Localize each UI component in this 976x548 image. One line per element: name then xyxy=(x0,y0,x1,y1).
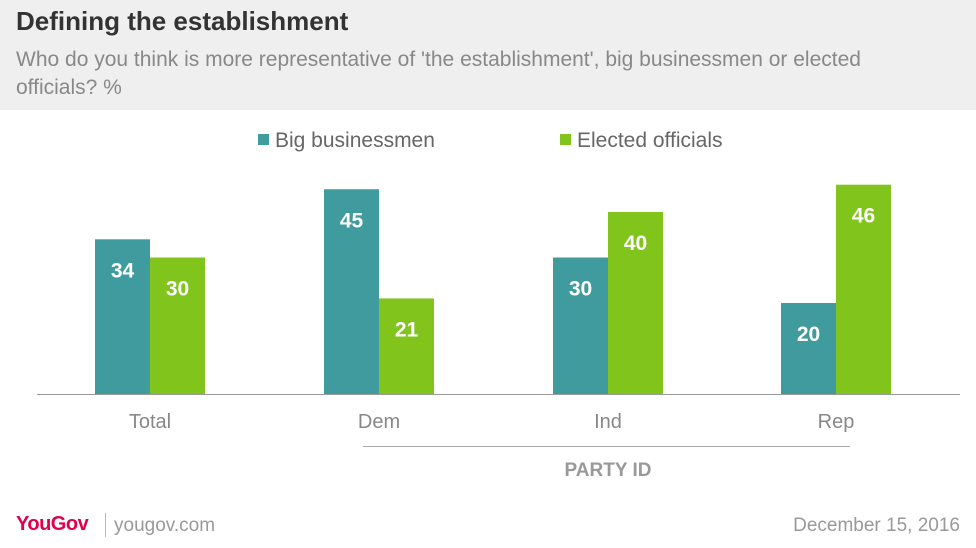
legend-label-1: Big businessmen xyxy=(275,129,435,152)
value-label-total-series-2: 30 xyxy=(166,278,189,301)
value-label-rep-series-1: 20 xyxy=(797,323,820,346)
group-label: PARTY ID xyxy=(565,460,652,481)
chart-header: Defining the establishment Who do you th… xyxy=(0,0,976,110)
bar-rep-series-2 xyxy=(836,184,891,394)
bar-dem-series-1 xyxy=(324,189,379,394)
value-label-dem-series-1: 45 xyxy=(340,209,364,232)
bar-rep-series-1 xyxy=(781,303,836,394)
value-label-dem-series-2: 21 xyxy=(395,318,419,341)
footer-divider xyxy=(105,513,106,537)
footer-date: December 15, 2016 xyxy=(793,515,960,536)
chart-title: Defining the establishment xyxy=(16,6,349,36)
category-label-dem: Dem xyxy=(358,411,400,433)
bar-dem-series-2 xyxy=(379,298,434,394)
footer-site: yougov.com xyxy=(114,515,216,536)
bar-chart: Big businessmen Elected officials 34 30 Tota… xyxy=(37,129,960,481)
legend-label-2: Elected officials xyxy=(577,129,723,152)
bar-ind-series-2 xyxy=(608,212,663,394)
chart-subtitle: Who do you think is more representative … xyxy=(16,48,861,99)
bar-ind-series-1 xyxy=(553,257,608,394)
category-label-total: Total xyxy=(129,411,171,433)
legend-swatch-2 xyxy=(560,134,571,145)
legend-swatch-1 xyxy=(258,134,269,145)
value-label-ind-series-2: 40 xyxy=(624,232,647,255)
category-label-ind: Ind xyxy=(594,411,622,433)
value-label-total-series-1: 34 xyxy=(111,259,135,282)
bar-total-series-2 xyxy=(150,257,205,394)
value-label-ind-series-1: 30 xyxy=(569,278,592,301)
value-label-rep-series-2: 46 xyxy=(852,205,875,228)
yougov-logo: YouGov xyxy=(16,513,89,535)
category-label-rep: Rep xyxy=(818,411,855,433)
bar-total-series-1 xyxy=(95,239,150,394)
